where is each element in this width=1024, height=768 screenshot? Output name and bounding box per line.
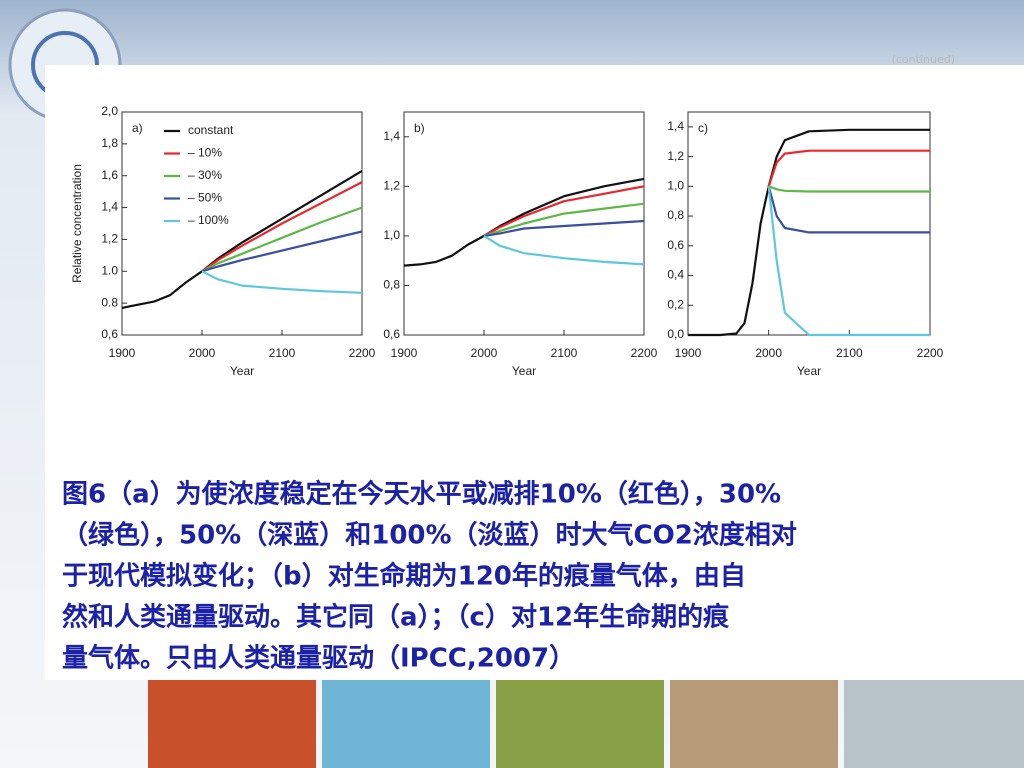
y-tick-label: 0,8	[667, 208, 684, 222]
x-tick-label: 2200	[349, 346, 376, 360]
panel-label: b)	[414, 121, 425, 135]
legend-label: – 10%	[188, 146, 222, 160]
y-tick-label: 1,2	[101, 232, 118, 246]
content-panel	[45, 65, 1024, 680]
chart: 0,0 0,2 0,4 0,6 0,8 1,0 1,2 1,4 1900 2000 2100 2200…	[667, 111, 944, 378]
series-line	[768, 185, 930, 193]
series-line	[483, 234, 645, 266]
y-tick-label: 0,0	[667, 327, 684, 341]
chart: 0,6 0,8 1,0 1,2 1,4 1900 2000 2100 2200 Year b)	[383, 111, 658, 378]
y-tick-label: 0,6	[101, 327, 118, 341]
x-tick-label: 2000	[755, 346, 782, 360]
series-line	[201, 181, 363, 273]
y-axis-label: Relative concentration	[70, 164, 84, 283]
x-tick-label: 2100	[551, 346, 578, 360]
x-axis-label: Year	[512, 364, 536, 378]
x-tick-label: 1900	[391, 346, 418, 360]
x-axis-label: Year	[230, 364, 254, 378]
series-line	[201, 230, 363, 273]
y-tick-label: 0,6	[667, 238, 684, 252]
panel-label: a)	[132, 121, 143, 135]
plot-frame	[403, 111, 645, 336]
chart: 0,6 0.8 1.0 1,2 1,4 1,6 1,8 2,0 1900 2000 2100 2200…	[70, 104, 375, 378]
photo-strip	[148, 680, 1024, 768]
caption-line: 然和人类通量驱动。其它同（a）；（c）对12年生命期的痕	[62, 602, 730, 633]
y-tick-label: 1,2	[667, 149, 684, 163]
legend-label: – 100%	[188, 213, 229, 227]
caption-line: 图6（a）为使浓度稳定在今天水平或减排10%（红色），30%	[62, 479, 781, 510]
x-tick-label: 2100	[836, 346, 863, 360]
series-line	[201, 270, 363, 294]
series-line	[767, 186, 930, 234]
y-tick-label: 1,4	[101, 200, 118, 214]
y-tick-label: 0,8	[383, 278, 400, 292]
y-tick-label: 1.0	[101, 263, 118, 277]
series-line	[767, 186, 930, 337]
y-tick-label: 0,2	[667, 297, 684, 311]
y-tick-label: 1,8	[101, 136, 118, 150]
series-line	[767, 149, 930, 187]
x-tick-label: 2200	[631, 346, 658, 360]
legend-label: constant	[188, 123, 234, 137]
x-axis-label: Year	[797, 364, 821, 378]
y-tick-label: 1,0	[383, 228, 400, 242]
legend-label: – 50%	[188, 191, 222, 205]
caption-line: 量气体。只由人类通量驱动（IPCC,2007）	[62, 643, 575, 674]
y-tick-label: 2,0	[101, 104, 118, 118]
x-tick-label: 1900	[109, 346, 136, 360]
y-tick-label: 1,0	[667, 179, 684, 193]
y-tick-label: 1,4	[667, 119, 684, 133]
x-tick-label: 1900	[675, 346, 702, 360]
y-tick-label: 0.8	[101, 295, 118, 309]
y-tick-label: 1,4	[383, 129, 400, 143]
x-tick-label: 2000	[471, 346, 498, 360]
series-line	[483, 185, 645, 237]
y-tick-label: 0,6	[383, 327, 400, 341]
series-line	[483, 219, 645, 237]
x-tick-label: 2200	[917, 346, 944, 360]
caption-line: 于现代模拟变化；（b）对生命期为120年的痕量气体，由自	[62, 561, 746, 592]
y-tick-label: 1,6	[101, 168, 118, 182]
legend-label: – 30%	[188, 168, 222, 182]
series-line	[201, 206, 363, 273]
y-tick-label: 0,4	[667, 268, 684, 282]
series-line	[483, 202, 645, 237]
x-tick-label: 2100	[269, 346, 296, 360]
plot-frame	[121, 111, 363, 336]
note: (continued)	[892, 53, 955, 66]
x-tick-label: 2000	[189, 346, 216, 360]
panel-label: c)	[698, 121, 708, 135]
caption-line: （绿色），50%（深蓝）和100%（淡蓝）时大气CO2浓度相对	[62, 520, 797, 551]
y-tick-label: 1,2	[383, 179, 400, 193]
